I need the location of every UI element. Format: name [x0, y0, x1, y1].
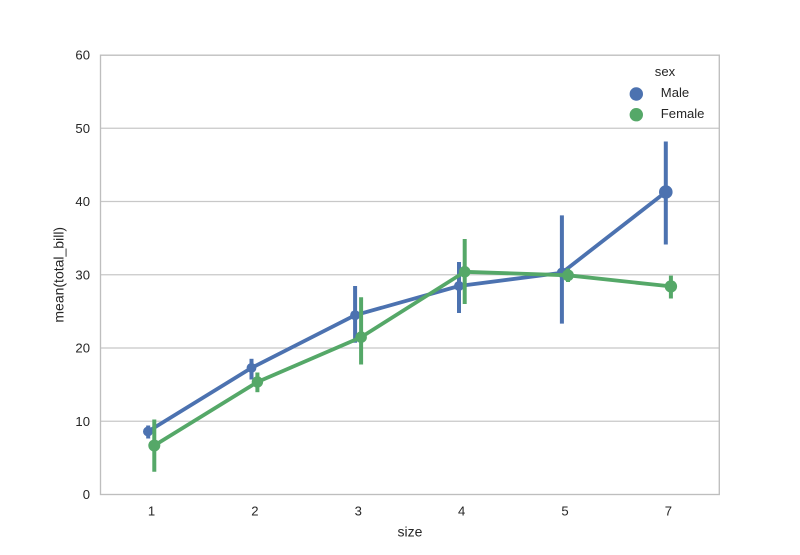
- svg-text:3: 3: [355, 504, 362, 519]
- svg-text:1: 1: [148, 504, 155, 519]
- svg-text:50: 50: [75, 121, 90, 136]
- svg-text:mean(total_bill): mean(total_bill): [51, 227, 67, 323]
- svg-text:10: 10: [75, 414, 90, 429]
- svg-text:20: 20: [75, 341, 90, 356]
- svg-text:4: 4: [458, 504, 465, 519]
- svg-text:size: size: [398, 524, 423, 540]
- svg-text:60: 60: [75, 48, 90, 63]
- svg-text:0: 0: [83, 487, 90, 502]
- svg-text:sex: sex: [655, 64, 676, 79]
- svg-text:Female: Female: [661, 106, 705, 121]
- svg-text:Male: Male: [661, 85, 689, 100]
- svg-text:5: 5: [561, 504, 568, 519]
- svg-text:7: 7: [665, 504, 672, 519]
- svg-text:40: 40: [75, 194, 90, 209]
- svg-text:2: 2: [251, 504, 258, 519]
- svg-text:30: 30: [75, 267, 90, 282]
